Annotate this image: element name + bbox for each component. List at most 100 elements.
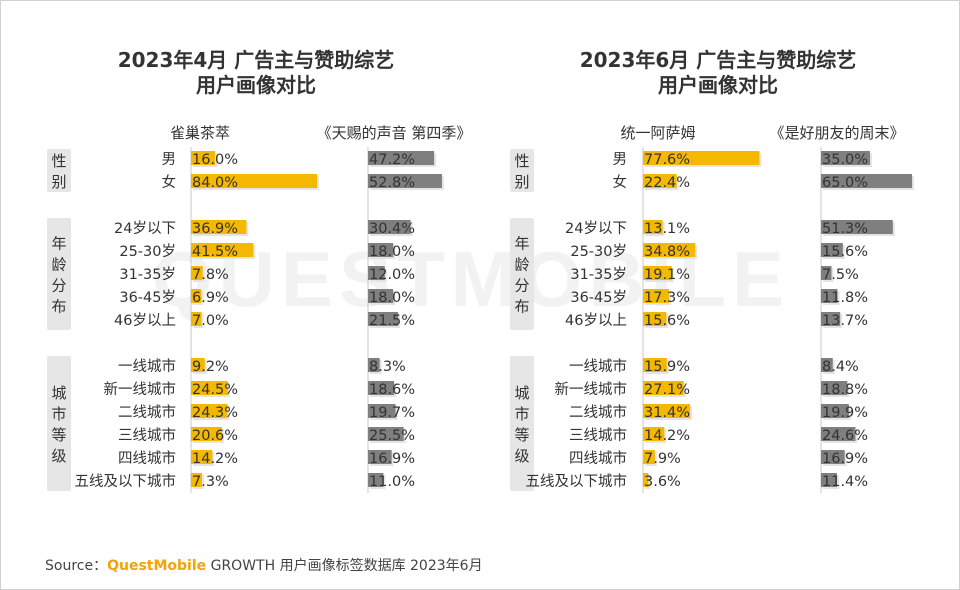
bar <box>643 151 760 165</box>
bar <box>368 381 395 395</box>
group-label-city-char: 市 <box>51 405 66 423</box>
category-label: 男 <box>613 152 628 168</box>
bar <box>643 358 667 372</box>
bar <box>368 243 394 257</box>
data-label: 27.1% <box>644 382 690 398</box>
series-name-1: 统一阿萨姆 <box>620 124 695 142</box>
data-label: 17.3% <box>644 290 690 306</box>
data-label: 8.3% <box>369 359 406 375</box>
source-label: Source： <box>45 558 108 574</box>
data-label: 18.8% <box>822 382 868 398</box>
category-label: 24岁以下 <box>114 220 176 237</box>
category-label: 31-35岁 <box>570 266 627 283</box>
data-label: 14.2% <box>644 428 690 444</box>
bar <box>821 243 843 257</box>
group-label-age-char: 年 <box>514 235 529 253</box>
data-label: 19.9% <box>822 405 868 421</box>
data-label: 52.8% <box>369 175 415 191</box>
group-label-city-char: 级 <box>51 447 66 465</box>
bar <box>191 174 317 188</box>
source-note: Source：QuestMobile GROWTH 用户画像标签数据库 2023… <box>45 555 483 575</box>
chart-title-line-2: 用户画像对比 <box>196 73 316 97</box>
category-label: 五线及以下城市 <box>75 473 177 490</box>
group-box-city <box>510 356 534 491</box>
category-label: 36-45岁 <box>119 289 176 306</box>
data-label: 3.6% <box>644 474 681 490</box>
bar <box>643 220 663 234</box>
category-label: 四线城市 <box>569 450 627 467</box>
group-box-age <box>510 218 534 330</box>
data-label: 41.5% <box>192 244 238 260</box>
bar <box>191 151 215 165</box>
category-label: 女 <box>613 173 628 191</box>
group-label-city-char: 等 <box>514 426 529 444</box>
bar <box>368 404 396 418</box>
group-label-age-char: 年 <box>51 235 66 253</box>
category-label: 36-45岁 <box>570 289 627 306</box>
data-label: 11.8% <box>822 290 868 306</box>
bar <box>821 404 849 418</box>
group-label-city-char: 城 <box>51 384 66 402</box>
data-label: 22.4% <box>644 175 690 191</box>
group-label-gender-char: 别 <box>514 173 529 191</box>
bar <box>643 266 672 280</box>
bar <box>821 220 893 234</box>
data-label: 6.9% <box>192 290 229 306</box>
bar <box>368 174 442 188</box>
group-label-city-char: 级 <box>514 447 529 465</box>
data-label: 13.7% <box>822 313 868 329</box>
category-label: 五线及以下城市 <box>526 473 628 490</box>
data-label: 36.9% <box>192 221 238 237</box>
data-label: 18.0% <box>369 290 415 306</box>
category-label: 31-35岁 <box>119 266 176 283</box>
bar <box>643 243 696 257</box>
bar <box>643 450 655 464</box>
category-label: 新一线城市 <box>555 381 628 398</box>
bar <box>643 312 667 326</box>
bar <box>821 473 837 487</box>
category-label: 女 <box>162 173 177 191</box>
group-label-age-char: 龄 <box>51 256 66 274</box>
bar <box>368 312 399 326</box>
data-label: 31.4% <box>644 405 690 421</box>
bar <box>821 266 832 280</box>
data-label: 8.4% <box>822 359 859 375</box>
data-label: 11.4% <box>822 474 868 490</box>
group-label-age-char: 布 <box>514 298 529 316</box>
source-brand: QuestMobile <box>107 558 207 574</box>
data-label: 18.0% <box>369 244 415 260</box>
data-label: 65.0% <box>822 175 868 191</box>
category-label: 二线城市 <box>569 404 627 421</box>
data-label: 35.0% <box>822 152 868 168</box>
group-label-gender-char: 性 <box>51 152 66 170</box>
category-label: 46岁以上 <box>114 312 176 329</box>
bar <box>191 381 228 395</box>
chart-title-line-2: 用户画像对比 <box>658 73 778 97</box>
data-label: 7.9% <box>644 451 681 467</box>
category-label: 25-30岁 <box>119 243 176 260</box>
bar <box>821 358 833 372</box>
bar <box>821 450 845 464</box>
data-label: 47.2% <box>369 152 415 168</box>
group-label-city-char: 等 <box>51 426 66 444</box>
data-label: 19.1% <box>644 267 690 283</box>
data-label: 24.6% <box>822 428 868 444</box>
category-label: 一线城市 <box>118 358 176 375</box>
series-name-2: 《天赐的声音 第四季》 <box>317 124 472 142</box>
data-label: 16.0% <box>192 152 238 168</box>
data-label: 15.6% <box>822 244 868 260</box>
category-label: 男 <box>162 152 177 168</box>
data-label: 24.3% <box>192 405 238 421</box>
data-label: 34.8% <box>644 244 690 260</box>
data-label: 7.8% <box>192 267 229 283</box>
data-label: 19.7% <box>369 405 415 421</box>
category-label: 新一线城市 <box>104 381 177 398</box>
source-rest: GROWTH 用户画像标签数据库 2023年6月 <box>210 558 483 574</box>
bar <box>643 381 684 395</box>
data-label: 13.1% <box>644 221 690 237</box>
data-label: 16.9% <box>822 451 868 467</box>
chart-title-line-1: 2023年4月 广告主与赞助综艺 <box>118 48 395 72</box>
